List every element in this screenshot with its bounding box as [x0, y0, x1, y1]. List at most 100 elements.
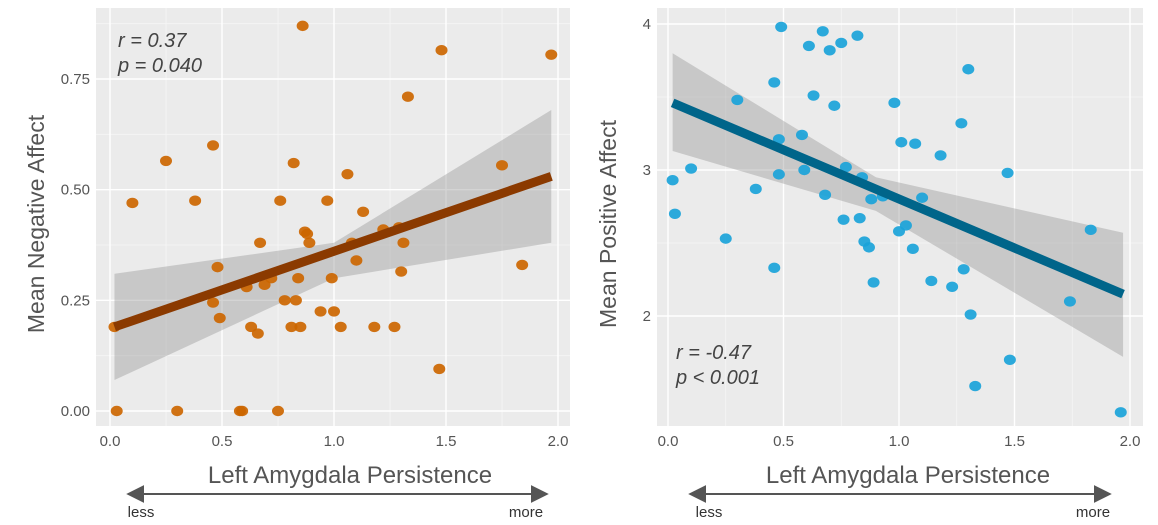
- right-fit-line: [670, 98, 1125, 299]
- right-regression-line: [670, 98, 1125, 299]
- left-x-tick-label: 1.5: [436, 433, 457, 450]
- left-regression-line: [113, 172, 553, 332]
- left-data-point: [341, 168, 354, 180]
- right-data-point: [828, 100, 841, 111]
- left-data-point: [272, 405, 284, 417]
- right-data-point: [934, 150, 947, 161]
- left-plot-background: [96, 8, 570, 426]
- right-data-point: [962, 64, 975, 75]
- left-data-point: [357, 206, 370, 217]
- right-data-point: [1063, 296, 1076, 307]
- left-data-point: [160, 155, 172, 167]
- left-confidence-band: [114, 109, 552, 381]
- left-data-point: [334, 321, 347, 333]
- right-data-point: [768, 77, 781, 88]
- left-x-tick-labels: 0.0 0.5 1.0 1.5 2.0: [100, 433, 569, 450]
- left-x-axis-label: Left Amygdala Persistence: [208, 462, 492, 489]
- right-data-point: [853, 212, 866, 224]
- left-data-point: [397, 237, 410, 248]
- left-data-point: [388, 321, 401, 333]
- left-data-point: [278, 295, 291, 306]
- left-fit-line: [113, 172, 553, 332]
- right-data-point: [798, 164, 811, 176]
- right-data-point: [1084, 224, 1097, 236]
- left-data-point: [287, 157, 300, 169]
- left-data-point: [496, 160, 508, 171]
- right-data-point: [895, 137, 908, 148]
- left-y-tick-label: 0.00: [61, 403, 90, 420]
- right-data-point: [816, 26, 829, 37]
- right-data-point: [862, 242, 875, 253]
- right-data-point: [906, 243, 919, 255]
- left-data-point: [189, 195, 202, 206]
- left-grid: [96, 8, 570, 426]
- right-data-point: [851, 30, 864, 41]
- left-data-point: [303, 237, 316, 248]
- right-data-point: [1001, 167, 1014, 179]
- right-stat-p: p < 0.001: [675, 367, 760, 389]
- right-data-point: [749, 183, 762, 195]
- left-chart: 0.00 0.25 0.50 0.75 0.0 0.5 1.0 1.5 2.0 r = 0.3…: [23, 8, 570, 521]
- left-x-tick-label: 2.0: [548, 433, 569, 450]
- left-data-point: [274, 195, 287, 206]
- right-x-tick-label: 0.5: [773, 433, 794, 450]
- right-stat-r: r = -0.47: [676, 342, 752, 364]
- left-data-point: [296, 20, 309, 32]
- left-points: [108, 20, 558, 417]
- left-data-point: [328, 306, 340, 317]
- left-more-label: more: [509, 504, 543, 521]
- right-y-tick-label: 2: [643, 308, 651, 325]
- left-data-point: [251, 328, 264, 339]
- left-data-point: [292, 273, 305, 284]
- right-y-axis-label: Mean Positive Affect: [595, 119, 621, 328]
- right-data-point: [969, 380, 982, 392]
- right-data-point: [837, 214, 850, 225]
- right-x-tick-label: 1.0: [889, 433, 910, 450]
- left-less-label: less: [128, 504, 155, 521]
- right-data-point: [807, 90, 820, 101]
- right-y-tick-labels: 2 3 4: [643, 16, 651, 325]
- right-grid: [657, 8, 1143, 426]
- right-data-point: [865, 194, 878, 205]
- right-data-point: [955, 118, 968, 129]
- left-data-point: [395, 266, 408, 277]
- left-data-point: [207, 140, 220, 151]
- left-data-point: [211, 261, 224, 273]
- left-data-point: [207, 297, 220, 308]
- left-y-tick-label: 0.50: [61, 182, 90, 199]
- right-plot-background: [657, 8, 1143, 426]
- right-confidence-band: [672, 53, 1124, 357]
- right-points: [666, 21, 1127, 418]
- right-data-point: [867, 277, 880, 288]
- left-data-point: [321, 195, 334, 206]
- left-data-point: [401, 91, 414, 102]
- left-data-point: [110, 405, 123, 417]
- right-data-point: [946, 281, 959, 292]
- left-y-axis-label: Mean Negative Affect: [23, 114, 49, 333]
- right-data-point: [964, 309, 977, 320]
- left-stat-r: r = 0.37: [118, 30, 187, 52]
- left-ci-band: [114, 109, 552, 381]
- left-data-point: [294, 321, 307, 333]
- right-data-point: [819, 189, 832, 201]
- right-ci-band: [672, 53, 1124, 357]
- right-data-point: [668, 208, 681, 219]
- left-y-tick-labels: 0.00 0.25 0.50 0.75: [61, 71, 90, 420]
- right-data-point: [1114, 407, 1127, 418]
- right-x-axis-label: Left Amygdala Persistence: [766, 462, 1050, 489]
- right-x-tick-label: 2.0: [1120, 433, 1141, 450]
- left-data-point: [350, 255, 363, 266]
- left-data-point: [236, 405, 249, 417]
- left-data-point: [545, 49, 558, 60]
- right-data-point: [839, 161, 852, 173]
- left-x-tick-label: 1.0: [324, 433, 345, 450]
- right-data-point: [775, 21, 788, 33]
- right-x-tick-label: 0.0: [658, 433, 679, 450]
- left-data-point: [325, 273, 338, 284]
- right-data-point: [957, 264, 970, 275]
- left-data-point: [213, 312, 226, 324]
- left-data-point: [289, 295, 302, 306]
- left-x-tick-label: 0.0: [100, 433, 121, 450]
- right-less-label: less: [696, 504, 723, 521]
